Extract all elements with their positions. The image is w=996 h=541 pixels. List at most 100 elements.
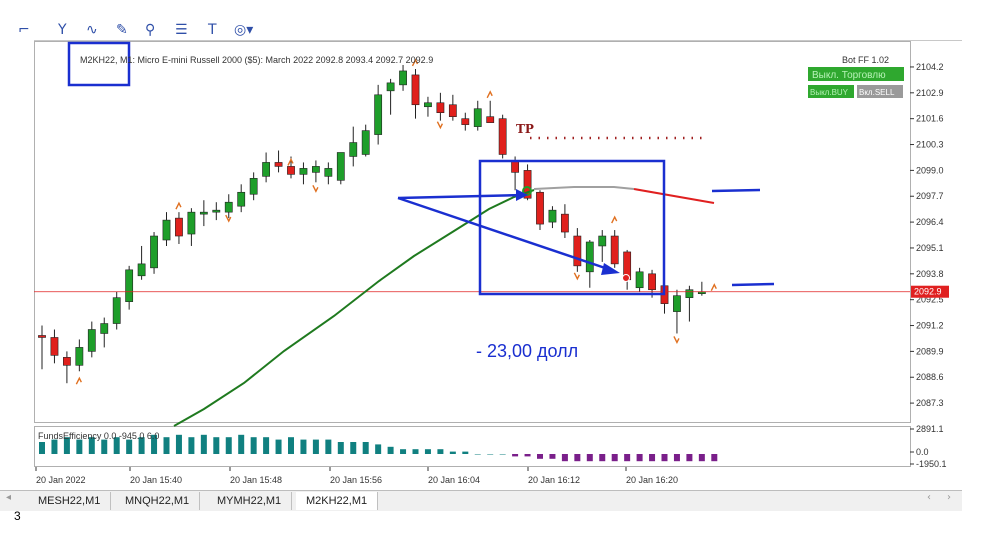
bottom-strip	[0, 511, 996, 541]
histogram-bar	[51, 439, 58, 454]
wave-icon[interactable]: ∿	[86, 22, 98, 38]
candle-body	[311, 166, 320, 173]
candle-body	[399, 70, 407, 86]
histogram-bar	[337, 442, 344, 454]
candle-body	[486, 116, 495, 123]
candle-body	[50, 337, 59, 356]
price-label: 2096.4	[916, 217, 944, 227]
arrowhead-icon	[601, 263, 620, 275]
price-label: 2104.2	[916, 62, 944, 72]
candle-body	[436, 102, 445, 114]
price-label: 2093.8	[916, 269, 944, 279]
tab-mesh22[interactable]: MESH22,M1	[28, 492, 112, 510]
fractal-marker	[312, 184, 319, 193]
chart-window[interactable]: 2104.2 2102.9 2101.6 2100.3 2099.0 2097.7 2096…	[34, 40, 962, 491]
annotation-dash	[731, 282, 775, 287]
candle-body	[585, 241, 594, 273]
shapes-dropdown-icon[interactable]: ◎▾	[234, 22, 254, 38]
candle-body	[349, 142, 358, 157]
nodes-icon[interactable]: ⚲	[145, 22, 156, 38]
tab-scroll-left2-icon[interactable]: ‹	[927, 492, 931, 503]
fractal-marker	[436, 121, 444, 130]
exit-marker	[622, 274, 630, 282]
candle-body	[573, 235, 582, 267]
tab-mnqh22[interactable]: MNQH22,M1	[115, 492, 201, 510]
buy-toggle-button[interactable]: Выкл.BUY	[808, 85, 854, 98]
candle-body	[523, 170, 532, 199]
price-label: 2100.3	[916, 140, 944, 150]
histogram-bar	[300, 439, 307, 454]
text-icon[interactable]: T	[208, 22, 217, 38]
annotation-arrow	[397, 196, 615, 273]
candle-body	[175, 217, 183, 237]
histogram-bar	[88, 437, 95, 454]
histogram-bar	[586, 454, 593, 462]
candle-body	[87, 329, 96, 352]
candle-body	[648, 273, 656, 291]
price-label: 2102.9	[916, 88, 944, 98]
time-label: 20 Jan 15:40	[130, 475, 182, 485]
histogram-bar	[698, 454, 705, 462]
histogram-bar	[163, 437, 170, 454]
candle-body	[560, 213, 569, 233]
candle-body	[237, 191, 246, 207]
candle-body	[536, 191, 544, 225]
histogram-bar	[437, 449, 444, 454]
candle-body	[598, 235, 607, 247]
toolbar: ⌐ Y ∿ ✎ ⚲ ☰ T ◎▾	[0, 0, 996, 40]
annotation-arrow	[397, 193, 525, 200]
price-chart[interactable]: 2104.2 2102.9 2101.6 2100.3 2099.0 2097.7 2096…	[34, 41, 962, 491]
tab-m2kh22[interactable]: M2KH22,M1	[296, 492, 379, 510]
candle-body	[374, 94, 383, 135]
time-label: 20 Jan 16:12	[528, 475, 580, 485]
moving-average-line	[173, 189, 535, 427]
histogram-bar	[711, 454, 718, 462]
histogram-bar	[275, 439, 282, 454]
current-price-tag	[911, 285, 949, 298]
candle-body	[386, 82, 395, 92]
tab-mymh22[interactable]: MYMH22,M1	[207, 492, 293, 510]
sell-toggle-button[interactable]: Вкл.SELL	[857, 85, 903, 98]
candle-body	[610, 235, 619, 265]
candle-body	[187, 211, 196, 235]
histogram-bar	[574, 454, 581, 462]
candle-body	[287, 166, 295, 175]
lines-icon[interactable]: ☰	[175, 22, 188, 38]
time-label: 20 Jan 16:04	[428, 475, 480, 485]
buy-toggle-label: Выкл.BUY	[810, 88, 849, 97]
annotation-dash	[711, 188, 761, 193]
candle-body	[635, 271, 644, 289]
histogram-bar	[200, 434, 207, 454]
pen-icon[interactable]: ✎	[116, 22, 128, 38]
time-label: 20 Jan 15:48	[230, 475, 282, 485]
arrowhead-icon	[516, 189, 528, 201]
histogram-bar	[188, 437, 195, 454]
histogram-bar	[449, 451, 456, 454]
fractal-marker	[486, 90, 493, 99]
tab-scroll-right-icon[interactable]: ›	[947, 492, 951, 503]
candle-body	[473, 108, 482, 127]
arrow-icon[interactable]: ⌐	[18, 22, 30, 38]
candle-body	[424, 102, 432, 108]
fork-icon[interactable]: Y	[58, 22, 67, 38]
histogram-bar	[649, 454, 656, 462]
fractal-marker	[673, 336, 680, 345]
fractal-marker	[411, 58, 419, 67]
tab-scroll-left-icon[interactable]: ◂	[6, 492, 12, 503]
sell-toggle-label: Вкл.SELL	[859, 88, 895, 97]
projection-line	[533, 186, 635, 190]
histogram-bar	[561, 454, 568, 462]
histogram-bar	[412, 449, 419, 454]
fractal-marker	[287, 157, 294, 166]
candle-body	[100, 323, 109, 334]
candle-body	[262, 162, 270, 177]
histogram-bar	[400, 449, 407, 454]
histogram-bar	[387, 446, 394, 454]
candle-body	[324, 168, 333, 177]
histogram-bar	[63, 437, 70, 454]
histogram-bar	[350, 442, 357, 454]
trading-toggle-button[interactable]: Выкл. Торговлю	[808, 67, 904, 81]
price-label: 2092.5	[916, 295, 944, 305]
candle-body	[62, 357, 71, 366]
histogram-bar	[499, 454, 506, 455]
